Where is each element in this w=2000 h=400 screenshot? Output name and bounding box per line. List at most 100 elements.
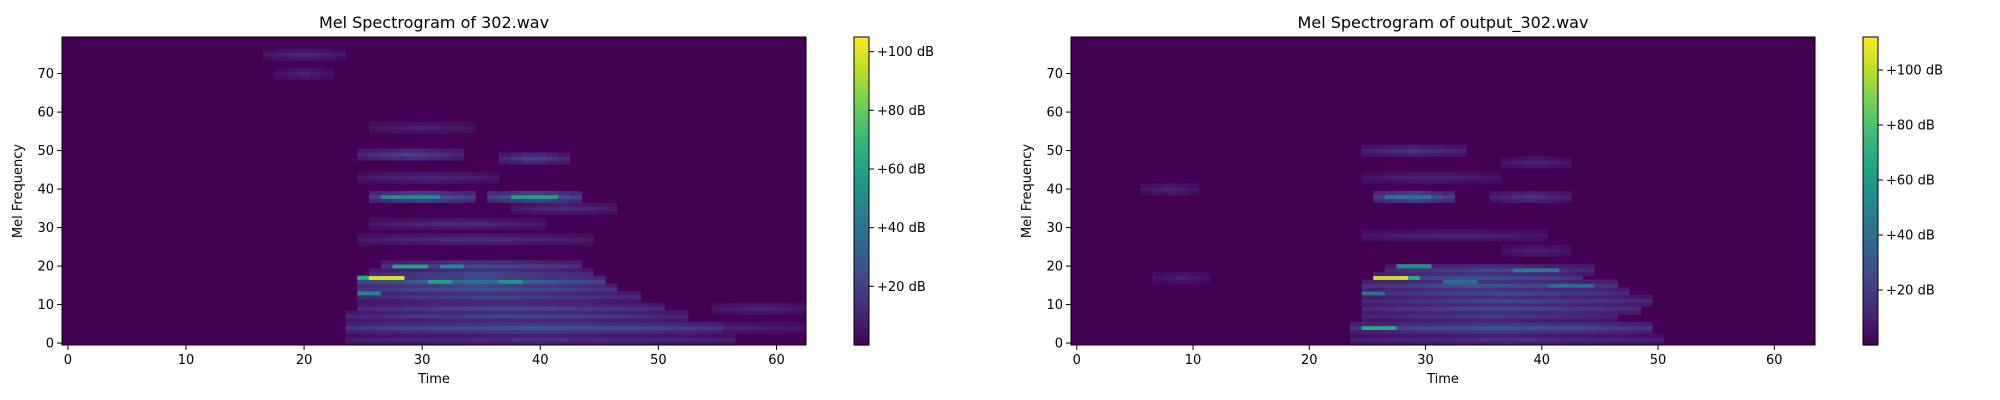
spectrogram-cell [723,337,736,342]
spectrogram-cell [369,156,382,161]
spectrogram-cell [664,321,677,327]
spectrogram-cell [1396,306,1409,311]
spectrogram-cell [428,302,441,307]
spectrogram-cell [652,310,665,315]
spectrogram-cell [1454,175,1467,180]
spectrogram-cell [451,198,464,203]
spectrogram-cell [404,175,417,180]
spectrogram-cell [1454,264,1467,269]
spectrogram-cell [546,152,559,157]
spectrogram-cell [1408,229,1421,234]
spectrogram-cell [1547,271,1560,277]
spectrogram-cell [1408,171,1421,176]
spectrogram-cell [392,291,405,296]
spectrogram-cell [1466,302,1479,307]
colorbar-swatch [854,80,869,84]
spectrogram-cell [1419,287,1432,292]
spectrogram-cell [522,306,535,311]
spectrogram-cell [534,210,547,215]
spectrogram-cell [369,306,382,311]
spectrogram-cell [369,271,382,277]
spectrogram-cell [1408,329,1421,334]
spectrogram-cell [1443,294,1456,300]
spectrogram-cell [510,341,523,346]
colorbar-swatch [1863,65,1878,69]
spectrogram-cell [1547,321,1560,327]
spectrogram-cell [1477,171,1490,176]
colorbar-swatch [1863,47,1878,51]
spectrogram-cell [1477,318,1490,323]
spectrogram-cell [392,152,405,157]
colorbar-swatch [854,301,869,305]
spectrogram-cell [1466,271,1479,277]
colorbar-swatch [1863,321,1878,326]
spectrogram-cell [380,337,394,342]
spectrogram-cell [546,287,559,292]
spectrogram-cell [1454,329,1467,334]
spectrogram-cell [1443,271,1456,277]
spectrogram-cell [416,314,429,319]
spectrogram-cell [581,294,594,300]
colorbar-swatch [1863,306,1878,310]
spectrogram-cell [1408,268,1421,273]
spectrogram-cell [1640,329,1653,334]
spectrogram-cell [1547,310,1560,315]
spectrogram-cell [369,221,382,227]
spectrogram-cell [581,279,594,284]
spectrogram-cell [1431,329,1444,334]
spectrogram-cell [380,225,394,230]
spectrogram-cell [404,283,417,288]
spectrogram-cell [392,194,405,200]
spectrogram-cell [1570,325,1583,330]
spectrogram-cell [439,306,453,311]
spectrogram-cell [1443,264,1456,269]
spectrogram-cell [1443,302,1456,307]
spectrogram-cell [1443,198,1456,203]
spectrogram-cell [676,310,689,315]
spectrogram-cell [628,306,642,311]
spectrogram-cell [1512,164,1525,169]
spectrogram-cell [345,337,358,342]
y-tick-label: 30 [37,221,54,236]
spectrogram-cell [569,333,583,338]
spectrogram-cell [605,341,618,346]
spectrogram-cell [522,206,535,211]
spectrogram-cell [1384,318,1397,323]
spectrogram-cell [428,283,441,288]
spectrogram-cell [463,279,476,284]
spectrogram-cell [1582,283,1595,288]
spectrogram-cell [451,156,464,161]
spectrogram-cell [605,202,618,207]
spectrogram-cell [1466,233,1479,238]
spectrogram-cell [581,268,594,273]
spectrogram-cell [1419,291,1432,296]
spectrogram-cell [605,302,618,307]
colorbar-tick-label: +100 dB [877,45,934,60]
spectrogram-cell [1361,175,1374,180]
spectrogram-cell [534,329,547,334]
spectrogram-cell [1466,306,1479,311]
colorbar-swatch [854,96,869,100]
x-axis-label: Time [417,372,450,387]
spectrogram-cell [534,325,547,330]
spectrogram-cell [1582,306,1595,311]
spectrogram-cell [1501,310,1514,315]
spectrogram-cell [1559,341,1572,346]
spectrogram-cell [475,318,488,323]
colorbar-swatch [854,342,869,346]
spectrogram-cell [1164,275,1177,280]
spectrogram-cell [593,279,606,284]
spectrogram-cell [1512,287,1525,292]
y-tick-label: 10 [1046,298,1063,313]
spectrogram-cell [1547,164,1560,169]
spectrogram-cell [605,294,618,300]
spectrogram-cell [475,283,488,288]
colorbar-swatch [854,329,869,333]
spectrogram-cell [534,217,547,223]
spectrogram-cell [593,329,606,334]
spectrogram-cell [451,294,464,300]
spectrogram-cell [487,302,500,307]
spectrogram-cell [463,314,476,319]
spectrogram-cell [1489,198,1502,203]
spectrogram-cell [699,337,712,342]
